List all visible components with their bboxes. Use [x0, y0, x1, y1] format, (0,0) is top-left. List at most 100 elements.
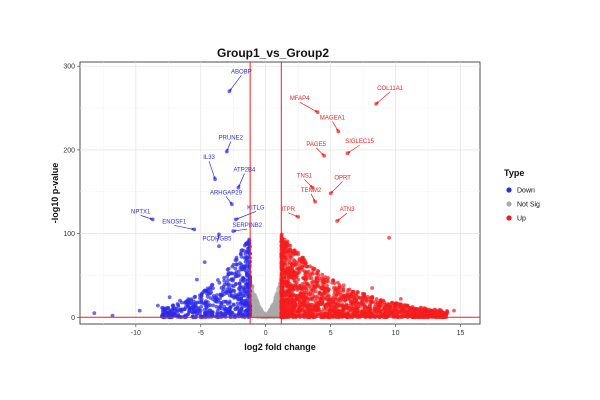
data-point — [346, 297, 350, 301]
gene-arrowhead — [226, 148, 229, 152]
data-point — [243, 278, 248, 282]
data-point — [299, 259, 304, 264]
data-point — [226, 278, 230, 283]
data-point — [315, 278, 319, 283]
gene-leader-line — [299, 101, 318, 113]
data-point — [255, 299, 260, 304]
data-point — [234, 257, 239, 262]
data-point — [346, 303, 351, 308]
data-point — [324, 297, 329, 301]
data-point — [290, 303, 294, 308]
data-point — [393, 302, 397, 307]
gene-label: SERPINB2 — [232, 223, 262, 229]
data-point — [340, 311, 345, 316]
data-point — [239, 278, 243, 282]
gene-arrowhead — [229, 88, 233, 92]
data-point — [175, 302, 180, 306]
data-point — [203, 310, 208, 315]
data-point — [245, 286, 250, 290]
data-point — [245, 292, 250, 297]
data-point — [287, 287, 292, 291]
data-point — [164, 306, 169, 311]
data-point — [320, 272, 325, 277]
data-point — [317, 307, 322, 312]
x-tick-label: 5 — [329, 330, 333, 337]
data-point — [226, 282, 231, 286]
data-point — [374, 307, 378, 312]
data-point — [296, 277, 301, 282]
data-point — [325, 283, 329, 288]
gene-arrowhead — [335, 128, 339, 132]
y-tick-label: 0 — [71, 315, 75, 322]
data-point — [219, 301, 224, 306]
data-point — [320, 293, 325, 298]
data-point — [375, 313, 380, 318]
data-point — [293, 275, 297, 280]
data-point — [304, 292, 309, 297]
y-tick-label: 300 — [63, 64, 75, 71]
data-point — [423, 306, 428, 311]
data-point — [375, 310, 380, 315]
data-point — [353, 297, 358, 302]
data-point — [311, 268, 315, 273]
data-point — [285, 313, 290, 317]
chart-title: Group1_vs_Group2 — [217, 46, 329, 60]
legend-key — [506, 187, 512, 193]
data-point — [239, 254, 244, 259]
data-point — [289, 310, 294, 315]
data-point — [293, 259, 297, 263]
data-point — [351, 304, 356, 309]
data-point — [231, 262, 236, 267]
data-point — [234, 282, 238, 286]
data-point — [382, 305, 386, 309]
data-point — [305, 296, 309, 301]
data-point — [253, 304, 258, 309]
data-point — [297, 304, 301, 309]
data-point — [236, 293, 241, 298]
data-point — [225, 310, 230, 314]
data-point — [327, 294, 331, 298]
data-point — [230, 283, 234, 288]
data-point — [323, 304, 327, 308]
threshold-lines — [80, 62, 480, 324]
data-point — [301, 303, 306, 308]
x-tick-label: 0 — [264, 330, 268, 337]
data-point — [167, 310, 172, 315]
data-point — [244, 282, 249, 286]
data-point — [340, 295, 345, 300]
data-point — [282, 260, 287, 265]
data-point — [290, 298, 295, 303]
data-point — [198, 293, 202, 298]
data-point — [192, 227, 197, 232]
gene-leader-line — [235, 211, 256, 220]
data-point — [201, 290, 206, 295]
gene-arrowhead — [235, 217, 239, 220]
data-point — [221, 287, 226, 291]
data-point — [303, 261, 307, 266]
data-point — [280, 303, 285, 308]
data-point — [296, 313, 301, 317]
data-point — [317, 290, 322, 295]
data-point — [275, 290, 280, 294]
data-point — [316, 312, 321, 317]
data-point — [337, 299, 341, 304]
data-point — [227, 301, 232, 305]
data-point — [235, 262, 240, 267]
data-point — [295, 266, 299, 271]
data-point — [359, 300, 364, 305]
data-point — [188, 307, 193, 311]
gene-arrowhead — [330, 190, 334, 194]
data-point — [332, 292, 337, 297]
data-point — [274, 297, 279, 302]
data-point — [315, 283, 320, 288]
data-point — [289, 273, 294, 277]
data-point — [243, 268, 248, 273]
data-point — [218, 296, 222, 301]
data-point — [156, 303, 160, 308]
data-point — [292, 279, 297, 284]
data-point — [301, 276, 306, 280]
gene-label: IL33 — [203, 155, 215, 161]
data-point — [240, 248, 245, 252]
data-point — [297, 309, 302, 314]
data-point — [186, 312, 191, 316]
